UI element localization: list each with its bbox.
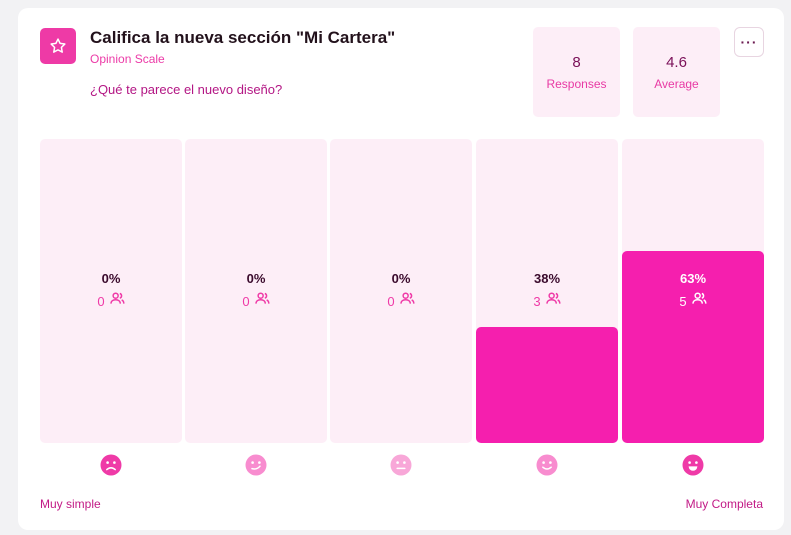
scale-high-label: Muy Completa <box>685 497 763 511</box>
results-bars: 0% 0 0% 0 <box>40 139 764 443</box>
question-text: ¿Qué te parece el nuevo diseño? <box>90 82 283 97</box>
option-percent: 38% <box>533 271 561 286</box>
question-type: Opinion Scale <box>90 52 165 66</box>
option-percent: 0% <box>391 271 411 286</box>
more-icon: ··· <box>740 34 758 50</box>
option-percent: 63% <box>679 271 707 286</box>
scale-low-label: Muy simple <box>40 497 101 511</box>
responses-label: Responses <box>546 76 607 91</box>
neutral-face-icon <box>390 454 412 476</box>
users-icon <box>399 292 415 310</box>
option-bar: 38% 3 <box>476 139 618 443</box>
option-bar-fill <box>622 251 764 443</box>
question-results-card: Califica la nueva sección "Mi Cartera" O… <box>18 8 784 530</box>
users-icon <box>254 292 270 310</box>
grin-face-icon <box>682 454 704 476</box>
option-percent: 0% <box>101 271 121 286</box>
average-value: 4.6 <box>666 53 687 71</box>
smirk-face-icon <box>245 454 267 476</box>
frown-face-icon <box>100 454 122 476</box>
responses-stat: 8 Responses <box>533 27 620 117</box>
option-count: 5 <box>679 293 687 309</box>
option-count: 0 <box>242 293 250 309</box>
option-count: 0 <box>387 293 395 309</box>
option-bar: 0% 0 <box>185 139 327 443</box>
users-icon <box>545 292 561 310</box>
responses-value: 8 <box>572 53 581 71</box>
question-title: Califica la nueva sección "Mi Cartera" <box>90 28 396 47</box>
option-count: 3 <box>533 293 541 309</box>
smile-face-icon <box>536 454 558 476</box>
option-percent: 0% <box>246 271 266 286</box>
star-icon <box>40 28 76 64</box>
average-label: Average <box>654 76 699 91</box>
users-icon <box>691 292 707 310</box>
option-count: 0 <box>97 293 105 309</box>
option-bar: 0% 0 <box>40 139 182 443</box>
option-bar: 63% 5 <box>622 139 764 443</box>
option-bar: 0% 0 <box>330 139 472 443</box>
average-stat: 4.6 Average <box>633 27 720 117</box>
users-icon <box>109 292 125 310</box>
more-options-button[interactable]: ··· <box>734 27 764 57</box>
option-bar-fill <box>476 327 618 443</box>
